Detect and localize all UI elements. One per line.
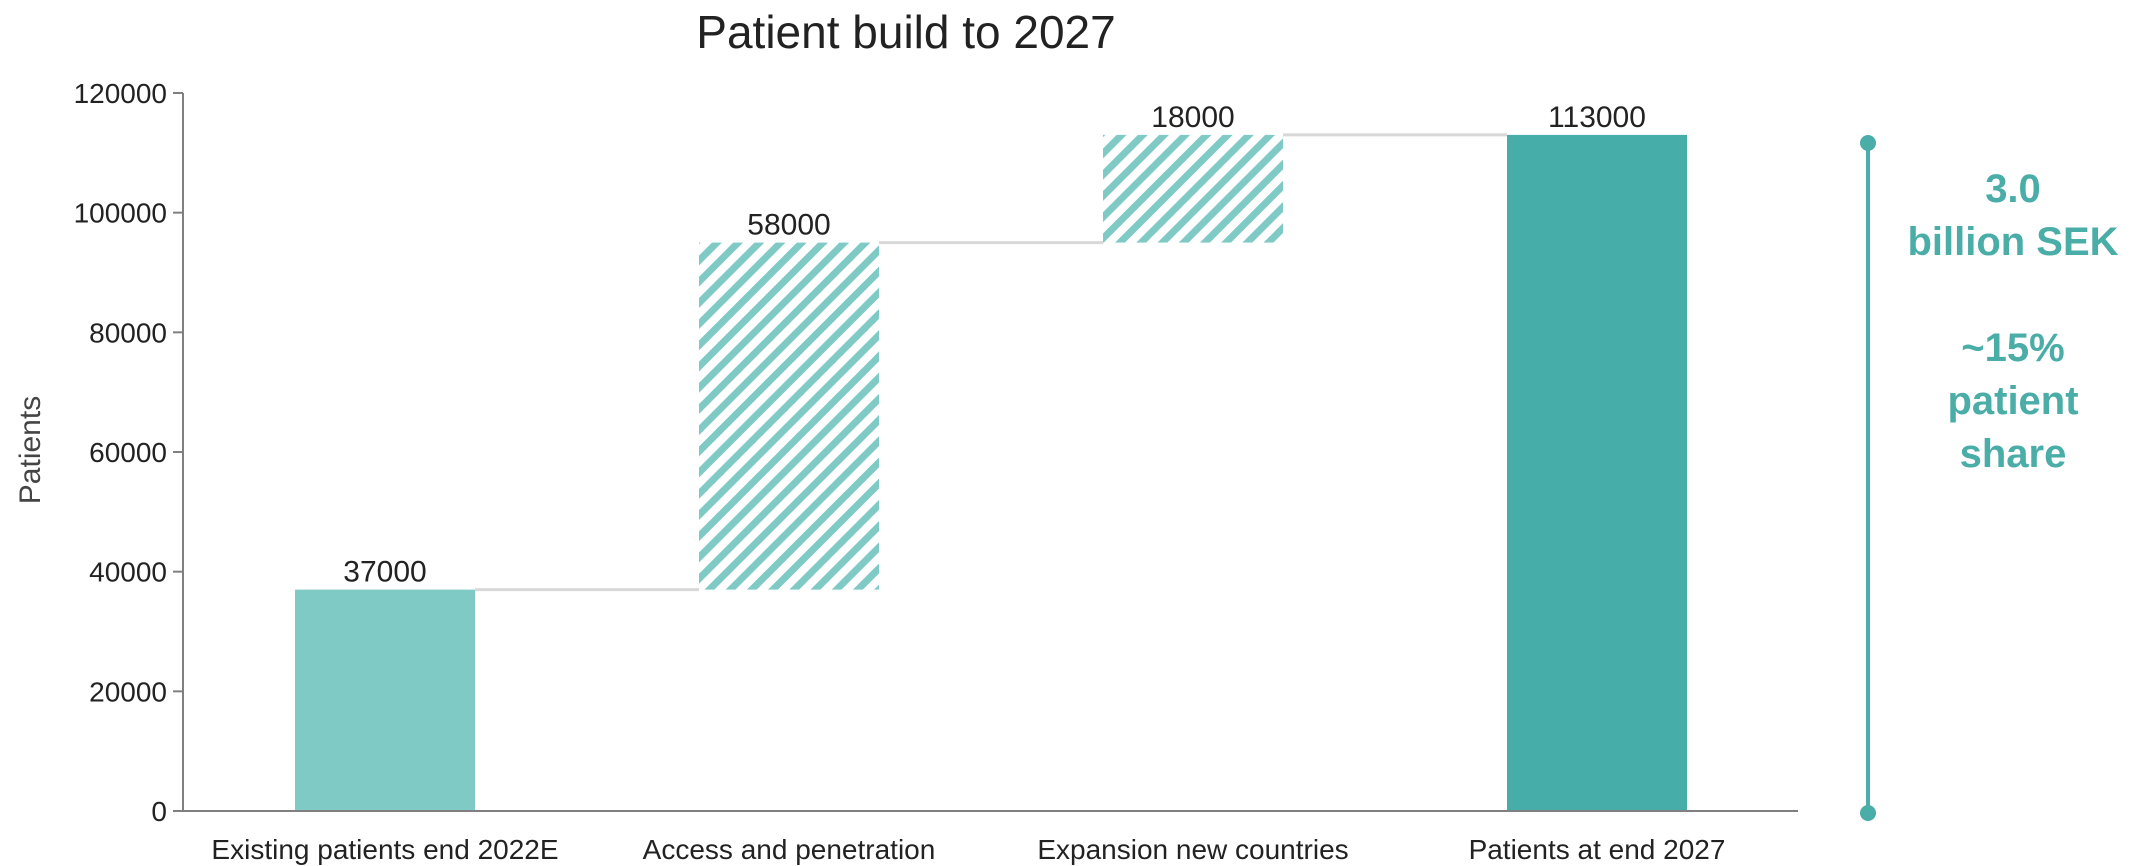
y-tick-label: 20000	[89, 676, 167, 707]
x-tick-label: Expansion new countries	[1037, 834, 1348, 865]
bar-2	[699, 242, 879, 590]
connector-lines	[475, 133, 1507, 592]
annotation-line: 3.0	[1985, 167, 2041, 211]
annotation-line: patient	[1947, 379, 2078, 423]
bar-3	[1103, 134, 1283, 243]
bracket-dot-top	[1860, 135, 1876, 151]
x-tick-label: Patients at end 2027	[1469, 834, 1726, 865]
data-label: 37000	[343, 556, 426, 589]
y-tick-label: 0	[151, 796, 167, 827]
y-ticks: 0 20000 40000 60000 80000 100000 120000	[74, 78, 183, 827]
data-label: 113000	[1548, 101, 1646, 134]
annotation-line: ~15%	[1961, 326, 2064, 370]
data-label: 58000	[747, 209, 830, 242]
bars	[295, 134, 1687, 812]
annotation-line: billion SEK	[1907, 220, 2118, 264]
bar-1	[295, 589, 475, 811]
y-tick-label: 120000	[74, 78, 167, 109]
annotation-bracket	[1860, 135, 1876, 821]
annotation-text: 3.0 billion SEK ~15% patient share	[1907, 167, 2118, 476]
data-label: 18000	[1151, 101, 1234, 134]
y-tick-label: 60000	[89, 437, 167, 468]
y-axis-label: Patients	[14, 396, 47, 504]
chart-title: Patient build to 2027	[696, 6, 1115, 58]
bar-4	[1507, 134, 1687, 812]
data-labels: 37000 58000 18000 113000	[343, 101, 1646, 589]
bracket-dot-bottom	[1860, 805, 1876, 821]
x-tick-label: Access and penetration	[643, 834, 936, 865]
x-ticks: Existing patients end 2022E Access and pe…	[211, 834, 1725, 865]
x-tick-label: Existing patients end 2022E	[211, 834, 558, 865]
y-tick-label: 80000	[89, 317, 167, 348]
y-tick-label: 100000	[74, 198, 167, 229]
y-tick-label: 40000	[89, 557, 167, 588]
annotation-line: share	[1960, 432, 2067, 476]
